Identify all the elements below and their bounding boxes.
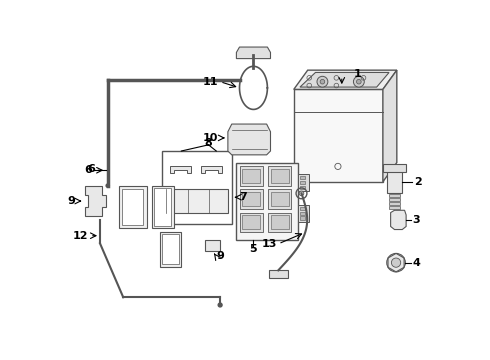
Text: 2: 2	[414, 177, 421, 187]
Bar	[240, 189, 263, 209]
Bar	[297, 205, 309, 222]
Bar	[242, 215, 260, 229]
Bar	[162, 234, 179, 264]
Bar	[389, 206, 400, 209]
Bar	[242, 192, 260, 206]
Bar	[166, 189, 228, 213]
Bar	[242, 169, 260, 183]
Circle shape	[299, 191, 304, 195]
Bar	[270, 169, 289, 183]
Polygon shape	[205, 239, 220, 251]
Circle shape	[353, 76, 364, 87]
Text: 12: 12	[73, 231, 88, 241]
Polygon shape	[84, 186, 106, 216]
Polygon shape	[228, 124, 270, 155]
Bar	[389, 194, 400, 197]
Bar	[387, 170, 402, 193]
Circle shape	[387, 253, 405, 272]
Circle shape	[320, 80, 325, 84]
Text: 6: 6	[87, 164, 95, 174]
Bar	[122, 189, 144, 225]
Bar	[300, 181, 305, 184]
Bar	[268, 213, 292, 232]
Text: 5: 5	[249, 244, 257, 254]
Bar	[294, 89, 383, 182]
Bar	[240, 166, 263, 186]
Circle shape	[317, 76, 328, 87]
Text: 9: 9	[67, 196, 75, 206]
Polygon shape	[236, 47, 270, 59]
Bar	[270, 215, 289, 229]
Bar	[120, 186, 147, 228]
Bar	[300, 176, 305, 180]
Bar	[300, 186, 305, 189]
Text: 1: 1	[353, 69, 361, 79]
Polygon shape	[170, 166, 192, 172]
Bar	[160, 232, 181, 266]
Bar	[236, 163, 297, 239]
Bar	[154, 188, 171, 226]
Text: 10: 10	[202, 133, 218, 143]
Text: 13: 13	[261, 239, 277, 249]
Text: 3: 3	[412, 215, 420, 225]
Circle shape	[218, 303, 222, 307]
Text: 6: 6	[84, 165, 92, 175]
Polygon shape	[201, 166, 222, 172]
Bar	[389, 198, 400, 201]
Bar	[300, 212, 305, 215]
Text: 9: 9	[216, 252, 224, 261]
Text: 8: 8	[205, 138, 212, 148]
Polygon shape	[294, 70, 397, 89]
Polygon shape	[269, 270, 288, 278]
Bar	[270, 192, 289, 206]
Bar	[300, 207, 305, 210]
Bar	[162, 151, 232, 224]
Text: 7: 7	[240, 192, 247, 202]
Polygon shape	[300, 72, 389, 87]
Bar	[389, 202, 400, 205]
Bar	[240, 213, 263, 232]
Bar	[383, 164, 406, 172]
Bar	[297, 174, 309, 191]
Bar	[300, 216, 305, 220]
Circle shape	[392, 258, 401, 267]
Polygon shape	[391, 210, 406, 230]
Circle shape	[105, 183, 110, 188]
Bar	[152, 186, 173, 228]
Bar	[268, 189, 292, 209]
Text: 4: 4	[412, 258, 420, 267]
Bar	[268, 166, 292, 186]
Text: 11: 11	[202, 77, 218, 87]
Polygon shape	[383, 70, 397, 182]
Circle shape	[357, 80, 361, 84]
